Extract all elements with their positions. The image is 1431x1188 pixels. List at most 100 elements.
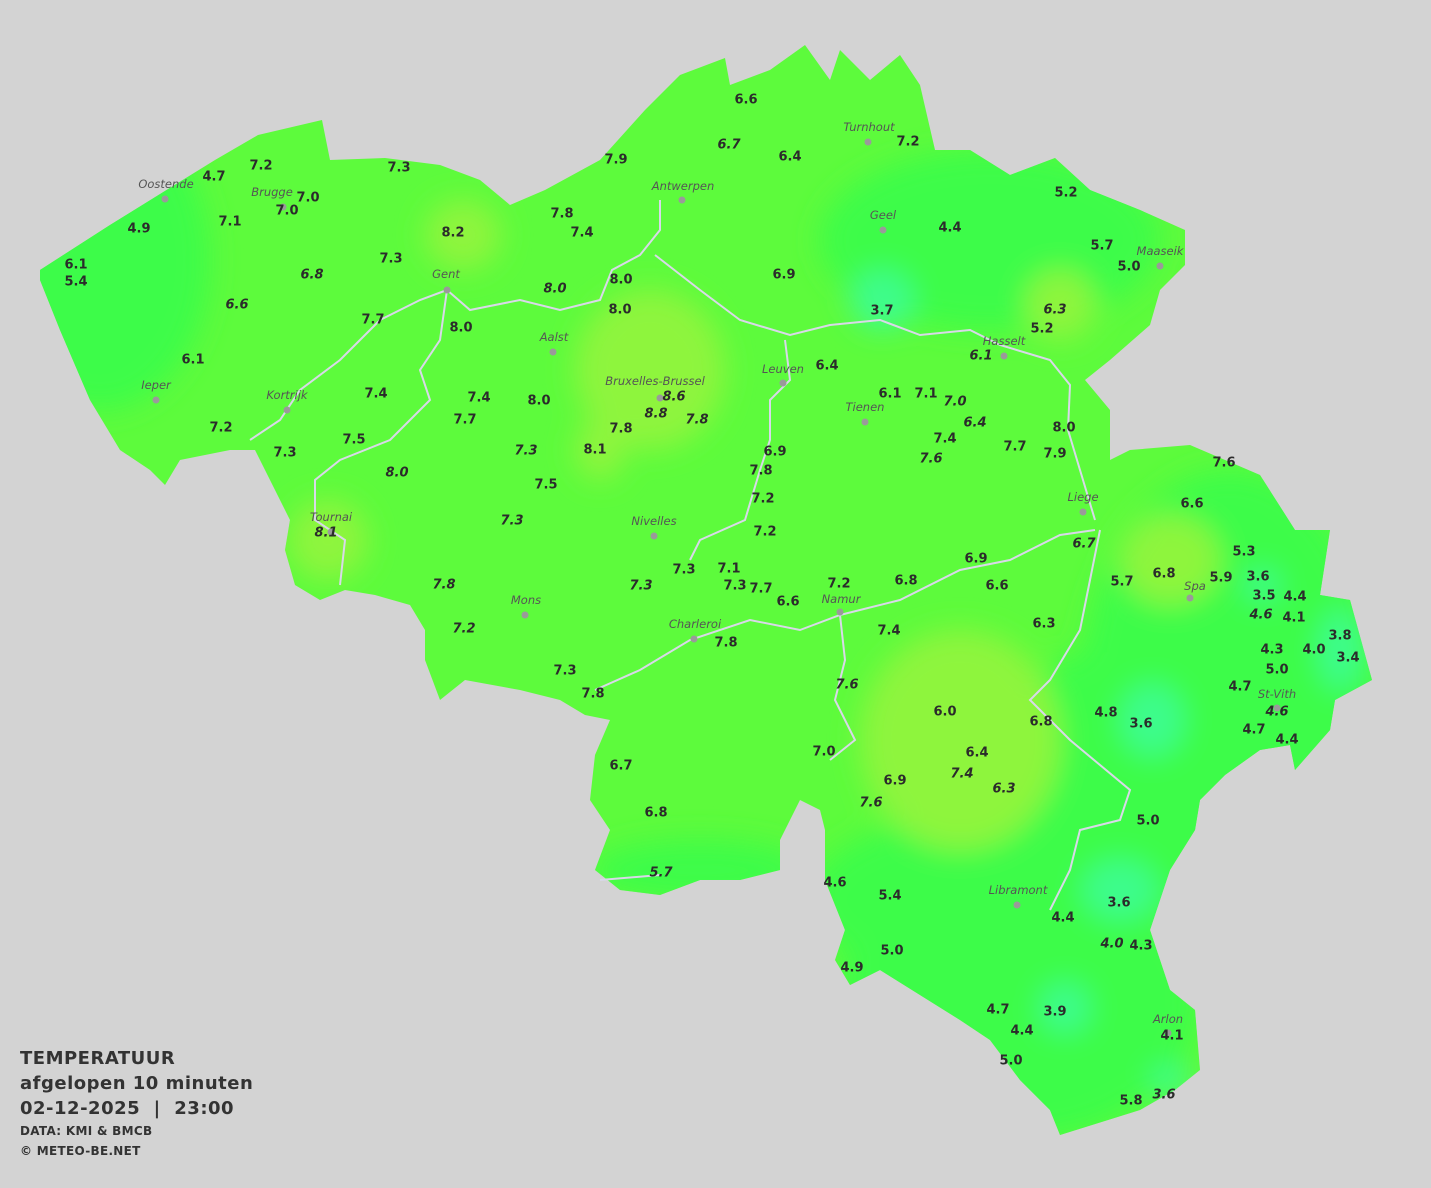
station-temperature: 6.0 — [933, 705, 956, 720]
station-temperature: 7.8 — [609, 422, 632, 437]
city-marker — [1164, 1029, 1172, 1037]
station-temperature: 7.2 — [827, 577, 850, 592]
station-temperature: 7.2 — [896, 135, 919, 150]
station-temperature: 5.7 — [1090, 239, 1113, 254]
station-temperature: 4.8 — [1094, 706, 1117, 721]
station-temperature: 8.2 — [441, 226, 464, 241]
station-temperature: 8.1 — [314, 526, 337, 541]
city-label: Liege — [1067, 490, 1098, 504]
station-temperature: 7.7 — [749, 582, 772, 597]
city-label: Arlon — [1152, 1012, 1183, 1026]
station-temperature: 8.0 — [609, 273, 632, 288]
station-temperature: 7.1 — [218, 215, 241, 230]
station-temperature: 7.3 — [273, 446, 296, 461]
station-temperature: 7.3 — [672, 563, 695, 578]
station-temperature: 7.3 — [500, 514, 523, 529]
station-temperature: 7.3 — [514, 444, 537, 459]
city-label: Libramont — [989, 883, 1048, 897]
city-marker — [152, 396, 160, 404]
station-temperature: 6.6 — [1180, 497, 1203, 512]
station-temperature: 4.6 — [1248, 608, 1272, 623]
station-temperature: 4.0 — [1302, 643, 1325, 658]
city-label: Namur — [822, 592, 862, 606]
station-temperature: 7.2 — [751, 492, 774, 507]
city-label: Charleroi — [669, 617, 722, 631]
city-label: Kortrijk — [266, 388, 309, 402]
legend: TEMPERATUUR afgelopen 10 minuten 02-12-2… — [20, 1046, 253, 1161]
station-temperature: 7.8 — [581, 687, 604, 702]
city-label: Tienen — [846, 400, 885, 414]
city-marker — [1186, 594, 1194, 602]
station-temperature: 4.4 — [938, 221, 961, 236]
city-marker — [549, 348, 557, 356]
river — [829, 614, 857, 761]
temperature-zone — [575, 290, 725, 450]
station-temperature: 3.7 — [870, 304, 893, 319]
station-temperature: 3.4 — [1336, 651, 1359, 666]
station-temperature: 4.1 — [1282, 611, 1305, 626]
station-temperature: 7.3 — [379, 252, 402, 267]
city-marker — [279, 203, 287, 211]
station-temperature: 6.9 — [772, 268, 795, 283]
station-temperature: 8.0 — [385, 466, 408, 481]
station-temperature: 4.4 — [1051, 911, 1074, 926]
station-temperature: 7.6 — [835, 678, 858, 693]
temperature-zone — [425, 200, 501, 270]
station-temperature: 4.4 — [1010, 1024, 1033, 1039]
station-temperature: 5.3 — [1232, 545, 1255, 560]
station-temperature: 4.7 — [986, 1003, 1009, 1018]
city-marker — [1079, 508, 1087, 516]
city-marker — [443, 286, 451, 294]
station-temperature: 8.0 — [527, 394, 550, 409]
city-marker — [779, 379, 787, 387]
temperature-zone — [1040, 983, 1090, 1033]
station-temperature: 5.2 — [1054, 186, 1077, 201]
temperature-zone — [590, 840, 810, 900]
station-temperature: 6.1 — [181, 353, 204, 368]
station-temperature: 6.4 — [965, 746, 988, 761]
station-temperature: 5.8 — [1119, 1094, 1142, 1109]
station-temperature: 7.7 — [453, 413, 476, 428]
station-temperature: 6.6 — [225, 298, 248, 313]
station-temperature: 8.1 — [583, 443, 606, 458]
station-temperature: 7.4 — [467, 391, 490, 406]
station-temperature: 7.2 — [209, 421, 232, 436]
station-temperature: 8.8 — [644, 407, 667, 422]
station-temperature: 6.1 — [878, 387, 901, 402]
station-temperature: 5.0 — [880, 944, 903, 959]
station-temperature: 7.4 — [364, 387, 387, 402]
station-temperature: 6.6 — [776, 595, 799, 610]
station-temperature: 4.3 — [1260, 643, 1283, 658]
station-temperature: 3.6 — [1107, 896, 1130, 911]
temperature-zone — [40, 110, 210, 410]
station-temperature: 7.6 — [859, 796, 882, 811]
river — [1028, 529, 1132, 911]
city-marker — [283, 406, 291, 414]
station-temperature: 8.0 — [608, 303, 631, 318]
station-temperature: 8.0 — [449, 321, 472, 336]
station-temperature: 8.0 — [543, 282, 566, 297]
station-temperature: 7.9 — [604, 153, 627, 168]
station-temperature: 7.3 — [553, 664, 576, 679]
station-temperature: 6.8 — [1029, 715, 1052, 730]
station-temperature: 3.9 — [1043, 1005, 1066, 1020]
station-temperature: 4.6 — [823, 876, 846, 891]
temperature-zone — [850, 270, 914, 330]
station-temperature: 7.4 — [877, 624, 900, 639]
city-marker — [1156, 262, 1164, 270]
river — [599, 874, 661, 881]
city-labels: Oostende Brugge Gent Antwerpen Turnhout Geel M… — [138, 120, 1296, 1037]
legend-subtitle: afgelopen 10 minuten — [20, 1073, 254, 1094]
temperature-zone — [1082, 860, 1158, 920]
city-marker — [678, 196, 686, 204]
station-temperature: 6.8 — [644, 806, 667, 821]
station-temperature: 7.4 — [570, 226, 593, 241]
station-temperature: 7.3 — [629, 579, 652, 594]
station-temperature: 6.4 — [963, 416, 986, 431]
station-temperature: 6.3 — [992, 782, 1015, 797]
river — [249, 289, 448, 441]
city-marker — [1000, 352, 1008, 360]
station-temperature: 7.0 — [943, 395, 966, 410]
river — [446, 200, 661, 312]
station-temperature: 6.7 — [609, 759, 632, 774]
